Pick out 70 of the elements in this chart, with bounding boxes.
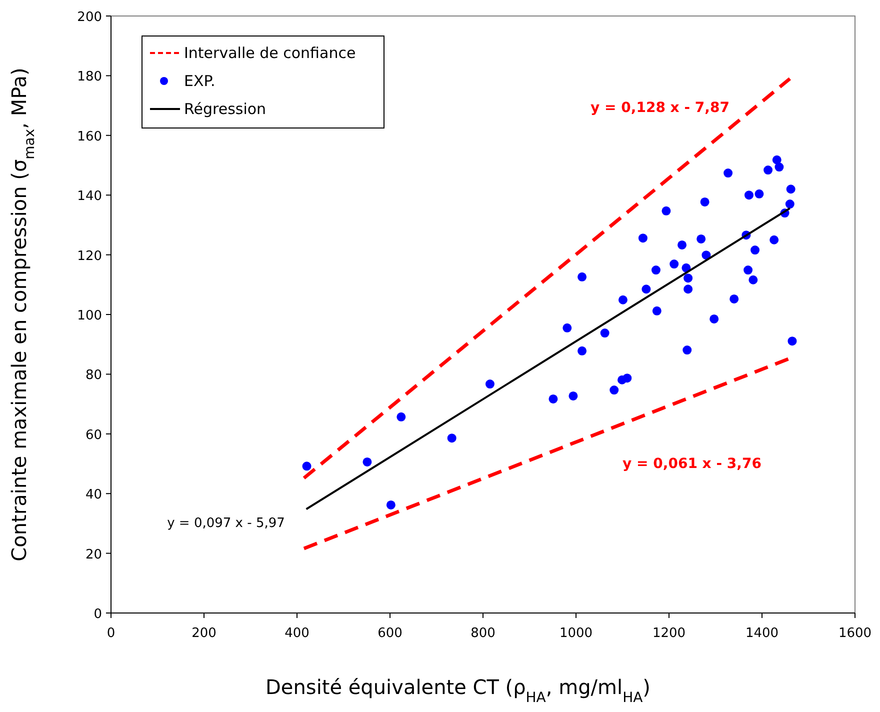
y-tick-label: 120 [77,248,102,264]
point [770,235,779,244]
point [670,260,679,269]
y-tick-label: 100 [77,308,102,324]
x-tick-label: 600 [378,626,402,641]
point [638,234,648,243]
x-tick-label: 200 [192,626,216,641]
point [730,294,739,304]
point [724,168,733,178]
point [386,500,396,510]
point [772,155,782,164]
point [786,184,796,194]
x-tick-label: 1400 [745,626,779,641]
y-tick-label: 140 [77,189,102,204]
point [684,274,693,283]
y-tick-label: 0 [94,607,102,622]
point [578,272,587,282]
point [396,412,406,422]
x-tick-label: 0 [106,626,116,641]
point [710,314,719,324]
annotation: y = 0,097 x - 5,97 [167,516,285,531]
legend-label: Régression [184,100,266,118]
point [744,266,753,275]
y-tick-label: 20 [85,547,102,562]
point [696,234,706,244]
point [678,240,687,250]
point [578,346,587,356]
point [748,275,758,284]
y-tick-label: 80 [85,368,102,384]
point [682,346,692,355]
point [750,246,760,255]
x-axis-title: Densité équivalente CT (ρ$_{HA}$, mg/ml$_{HA}$) [266,675,650,706]
point [651,266,660,275]
point [744,190,754,200]
point [485,380,494,389]
annotation: y = 0,061 x - 3,76 [622,456,762,472]
point [764,166,773,175]
y-tick-label: 180 [77,70,102,85]
point [618,295,628,304]
point [302,462,312,471]
point [562,323,572,332]
point [652,306,662,316]
point [700,197,710,206]
point [568,391,578,400]
point [548,394,558,404]
legend-label: Intervalle de confiance [184,44,356,62]
y-tick-label: 40 [85,488,102,503]
point [684,284,693,294]
x-tick-label: 1000 [559,626,593,641]
point [774,162,784,172]
annotation: y = 0,128 x - 7,87 [590,100,730,116]
point [362,457,372,466]
y-tick-label: 60 [85,428,102,443]
point [610,386,619,395]
x-tick-label: 1200 [652,626,686,641]
point [622,374,632,383]
point [788,336,797,346]
point [702,250,711,260]
y-tick-label: 200 [77,10,102,25]
x-tick-label: 400 [284,626,310,641]
point [754,189,764,198]
point [785,200,794,209]
point [662,206,671,216]
x-tick-label: 1600 [838,626,872,641]
y-tick-label: 160 [77,129,102,144]
legend-label: EXP. [184,72,216,90]
point [600,328,610,338]
x-tick-label: 800 [470,626,496,641]
point [447,434,456,443]
point [642,284,651,294]
